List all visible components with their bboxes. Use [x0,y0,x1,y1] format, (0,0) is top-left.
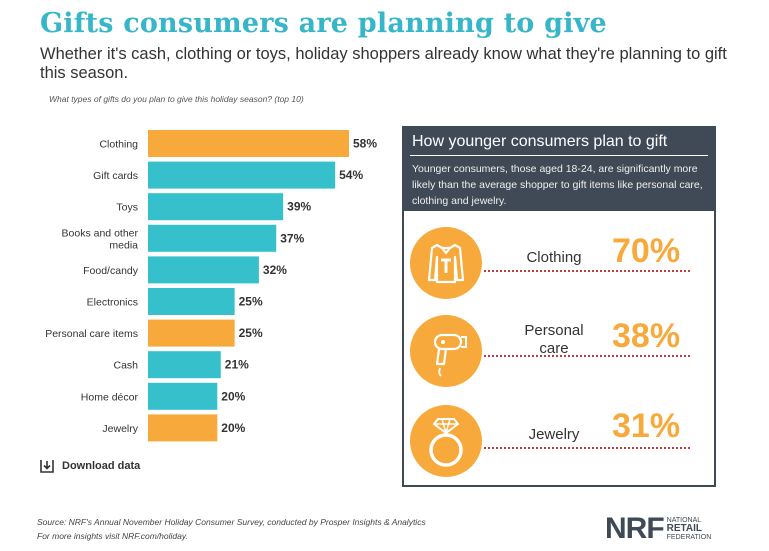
panel-header: How younger consumers plan to gift Young… [404,128,714,211]
bar-toys [148,193,284,221]
panel-divider [410,155,708,156]
bar-jewelry [148,414,218,442]
sweater-icon [410,227,482,299]
more-insights-link[interactable]: For more insights visit NRF.com/holiday. [37,531,188,541]
category-label: Food/candy [83,265,139,277]
stat-label: Jewelry [528,426,580,443]
value-label: 32% [263,263,287,277]
dotted-divider [484,270,690,272]
value-label: 58% [353,137,377,151]
source-note: Source: NRF's Annual November Holiday Co… [37,515,426,543]
logo-wordmark: NATIONAL RETAIL FEDERATION [667,517,712,542]
logo-line: RETAIL [666,522,703,534]
value-label: 37% [280,231,304,245]
value-label: 21% [225,358,249,372]
stat-personal-care: Personal care 38% [404,309,714,399]
category-label: Books and other media [62,227,139,251]
bar-clothing [148,130,349,157]
value-label: 25% [239,295,263,309]
stat-label: Clothing [526,249,582,266]
bar-home-d-cor [148,382,218,410]
stat-clothing: Clothing 70% [404,223,714,313]
logo-mark: NRF [605,512,665,545]
value-label: 20% [221,421,245,435]
bar-gift-cards [148,161,336,189]
stat-jewelry: Jewelry 31% [404,393,714,483]
value-label: 25% [239,326,263,340]
value-label: 39% [287,200,311,214]
bar-electronics [148,288,235,315]
category-label: Electronics [87,297,138,309]
dotted-divider [484,447,690,449]
nrf-logo: NRF NATIONAL RETAIL FEDERATION [605,512,711,546]
download-icon [40,460,54,473]
younger-consumers-panel: How younger consumers plan to gift Young… [402,126,716,487]
survey-question: What types of gifts do you plan to give … [49,94,304,104]
dotted-divider [484,355,690,357]
value-label: 54% [339,168,363,182]
stat-label: Personal care [524,322,584,357]
bar-books-and-other-media [148,224,277,252]
value-label: 20% [221,389,245,403]
page-title: Gifts consumers are planning to give [40,8,607,39]
category-label: Personal care items [45,328,138,340]
bar-cash [148,351,221,379]
stat-value: 31% [612,407,681,445]
logo-line: FEDERATION [666,533,712,541]
bar-chart: Clothing 58% Gift cards 54% Toys 39% Books and… [45,130,377,442]
download-data-button[interactable]: Download data [40,459,140,473]
stat-value: 38% [612,317,681,355]
category-label: Gift cards [93,170,138,182]
category-label: Home décor [81,391,139,403]
category-label: Toys [116,202,138,214]
logo-line: NATIONAL [666,516,702,524]
category-label: Jewelry [102,423,138,435]
panel-title: How younger consumers plan to gift [412,133,668,150]
panel-description: Younger consumers, those aged 18-24, are… [412,163,703,207]
stat-value: 70% [612,232,681,270]
source-text: Source: NRF's Annual November Holiday Co… [37,517,426,527]
bar-personal-care-items [148,319,235,347]
ring-icon [410,405,482,477]
category-label: Clothing [99,139,138,151]
category-label: Cash [113,360,138,372]
page-subtitle: Whether it's cash, clothing or toys, hol… [40,45,727,82]
download-label: Download data [62,460,141,472]
hair-dryer-icon [410,315,482,387]
bar-food-candy [148,256,259,284]
